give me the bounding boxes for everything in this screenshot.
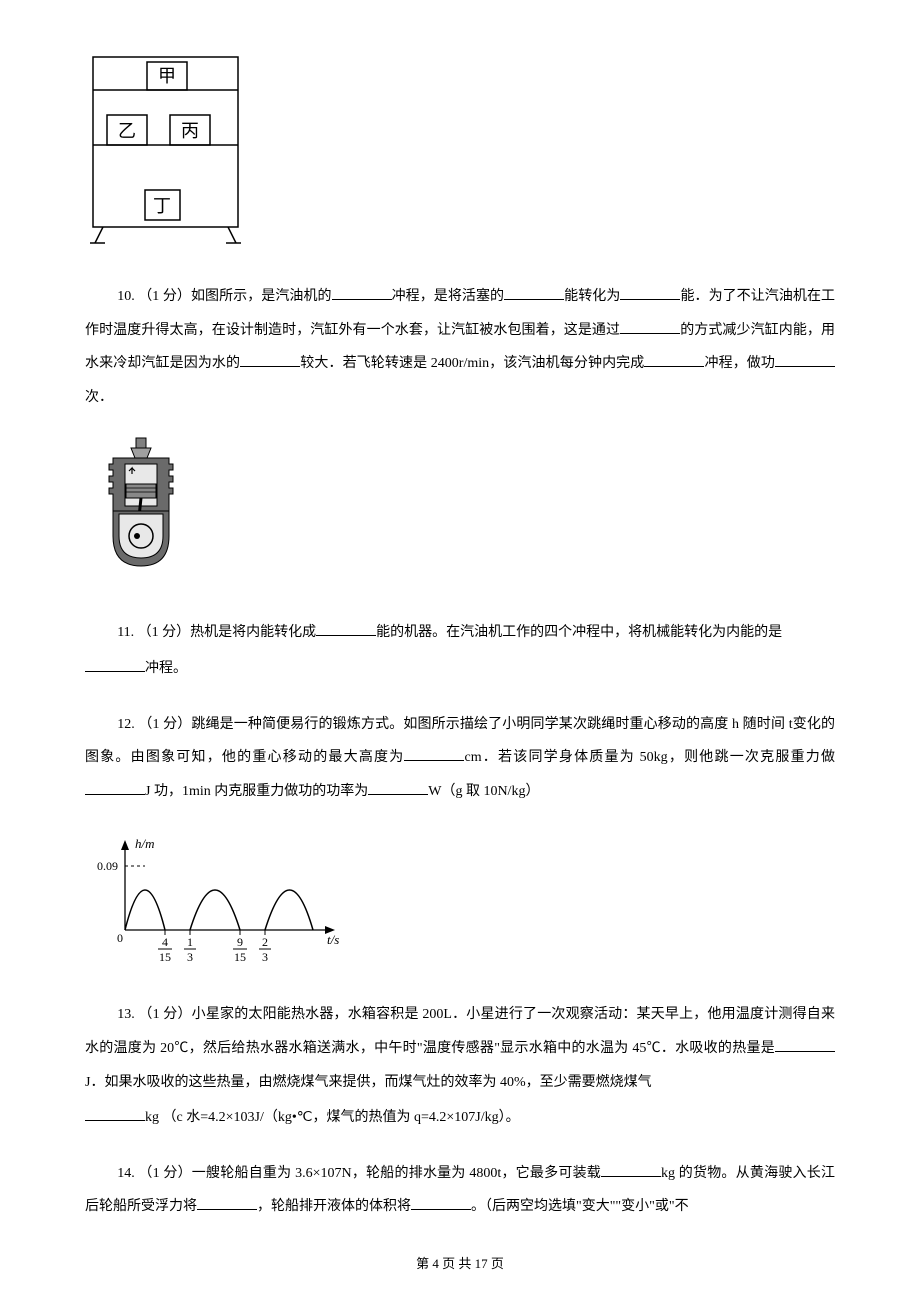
svg-text:3: 3	[262, 950, 268, 964]
xtick-2: 9	[237, 935, 243, 949]
q11-prefix: 11. （1 分）热机是将内能转化成	[117, 625, 316, 640]
q13-line2: kg （c 水=4.2×103J/（kg•℃，煤气的热值为 q=4.2×107J…	[145, 1110, 520, 1125]
blank	[85, 1107, 145, 1121]
q10-seg2: 能转化为	[564, 289, 620, 304]
q11-seg1: 能的机器。在汽油机工作的四个冲程中，将机械能转化为内能的是	[376, 625, 782, 640]
blank	[404, 747, 464, 761]
svg-text:3: 3	[187, 950, 193, 964]
q10-seg6: 冲程，做功	[704, 356, 775, 371]
x-axis-label: t/s	[327, 932, 339, 947]
q10-seg5: 较大．若飞轮转速是 2400r/min，该汽油机每分钟内完成	[300, 356, 644, 371]
blank	[601, 1163, 661, 1177]
question-13-line2: kg （c 水=4.2×103J/（kg•℃，煤气的热值为 q=4.2×107J…	[85, 1101, 835, 1135]
shelf-label-bottom: 丁	[153, 196, 171, 216]
xtick-3: 2	[262, 935, 268, 949]
svg-text:15: 15	[234, 950, 246, 964]
origin-label: 0	[117, 931, 123, 945]
q10-seg7: 次．	[85, 390, 113, 405]
blank	[85, 658, 145, 672]
q10-seg1: 冲程，是将活塞的	[392, 289, 505, 304]
blank	[775, 353, 835, 367]
xtick-1: 1	[187, 935, 193, 949]
blank	[644, 353, 704, 367]
question-11: 11. （1 分）热机是将内能转化成 能的机器。在汽油机工作的四个冲程中，将机械能…	[85, 616, 835, 650]
blank	[504, 286, 564, 300]
svg-text:15: 15	[159, 950, 171, 964]
shelf-diagram: 甲 乙 丙 丁	[85, 50, 835, 250]
question-12: 12. （1 分）跳绳是一种简便易行的锻炼方式。如图所示描绘了小明同学某次跳绳时…	[85, 708, 835, 809]
footer-text: 第 4 页 共 17 页	[416, 1256, 504, 1271]
question-11-line2: 冲程。	[85, 652, 835, 686]
blank	[332, 286, 392, 300]
blank	[316, 622, 376, 636]
jump-graph: h/m 0.09 0 4 15 1 3 9 15 2 3 t/s	[95, 830, 835, 970]
q11-line2: 冲程。	[145, 661, 187, 676]
blank	[411, 1196, 471, 1210]
question-10: 10. （1 分）如图所示，是汽油机的冲程，是将活塞的能转化为能．为了不让汽油机…	[85, 280, 835, 414]
q12-seg3: W（g 取 10N/kg）	[428, 784, 539, 799]
q13-seg1: J．如果水吸收的这些热量，由燃烧煤气来提供，而煤气灶的效率为 40%，至少需要燃…	[85, 1075, 652, 1090]
q12-seg2: J 功，1min 内克服重力做功的功率为	[145, 784, 368, 799]
shelf-label-top: 甲	[158, 66, 176, 86]
blank	[197, 1196, 257, 1210]
blank	[240, 353, 300, 367]
shelf-label-right: 丙	[181, 121, 199, 141]
blank	[620, 320, 680, 334]
blank	[85, 781, 145, 795]
question-13: 13. （1 分）小星家的太阳能热水器，水箱容积是 200L．小星进行了一次观察…	[85, 998, 835, 1099]
xtick-0: 4	[162, 935, 168, 949]
blank	[620, 286, 680, 300]
shelf-label-left: 乙	[118, 121, 136, 141]
q14-seg3: 。（后两空均选填"变大""变小"或"不	[471, 1199, 689, 1214]
question-14: 14. （1 分）一艘轮船自重为 3.6×107N，轮船的排水量为 4800t，…	[85, 1157, 835, 1224]
blank	[368, 781, 428, 795]
page-footer: 第 4 页 共 17 页	[0, 1253, 920, 1272]
y-value: 0.09	[97, 859, 118, 873]
q14-seg2: ，轮船排开液体的体积将	[257, 1199, 411, 1214]
y-axis-label: h/m	[135, 836, 155, 851]
engine-diagram	[95, 436, 835, 586]
q13-prefix: 13. （1 分）小星家的太阳能热水器，水箱容积是 200L．小星进行了一次观察…	[85, 1007, 835, 1056]
q12-seg1: cm．若该同学身体质量为 50kg，则他跳一次克服重力做	[464, 750, 835, 765]
blank	[775, 1038, 835, 1052]
q10-prefix: 10. （1 分）如图所示，是汽油机的	[117, 289, 331, 304]
q14-prefix: 14. （1 分）一艘轮船自重为 3.6×107N，轮船的排水量为 4800t，…	[117, 1166, 601, 1181]
